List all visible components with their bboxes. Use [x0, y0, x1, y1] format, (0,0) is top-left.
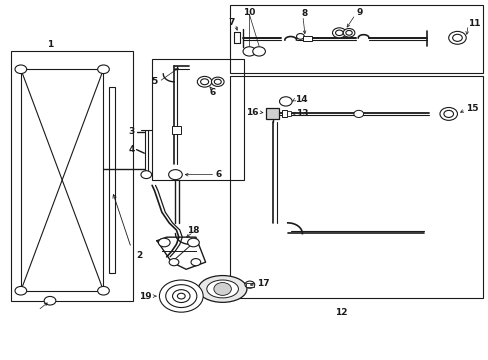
Bar: [302, 36, 311, 41]
Circle shape: [200, 79, 208, 85]
Circle shape: [452, 34, 461, 41]
Circle shape: [15, 65, 27, 73]
Circle shape: [244, 281, 254, 288]
Circle shape: [169, 258, 179, 266]
Text: 14: 14: [294, 95, 306, 104]
Circle shape: [15, 287, 27, 295]
Circle shape: [165, 285, 197, 307]
Circle shape: [214, 79, 221, 84]
Text: 10: 10: [243, 8, 255, 17]
Circle shape: [332, 28, 346, 38]
Circle shape: [159, 280, 203, 312]
Ellipse shape: [198, 275, 246, 302]
Text: 7: 7: [228, 18, 234, 27]
Circle shape: [448, 31, 465, 44]
Text: 2: 2: [136, 251, 142, 260]
Circle shape: [296, 33, 304, 39]
Circle shape: [243, 47, 255, 56]
Circle shape: [44, 296, 56, 305]
Circle shape: [353, 111, 363, 117]
Bar: [266, 108, 278, 118]
Bar: [286, 111, 290, 116]
Text: 9: 9: [356, 8, 362, 17]
Bar: [171, 126, 181, 134]
Circle shape: [335, 30, 343, 36]
Text: 12: 12: [335, 308, 347, 317]
Circle shape: [345, 31, 351, 35]
Text: 18: 18: [187, 225, 199, 234]
Text: 1: 1: [47, 40, 53, 49]
Circle shape: [172, 290, 190, 302]
Text: 11: 11: [467, 19, 480, 28]
Circle shape: [141, 171, 151, 179]
Circle shape: [213, 283, 231, 296]
Bar: [229, 76, 482, 298]
Bar: [109, 87, 115, 273]
Text: 6: 6: [215, 170, 221, 179]
Circle shape: [168, 170, 182, 180]
Circle shape: [252, 47, 265, 56]
Circle shape: [443, 111, 452, 117]
Text: 5: 5: [151, 77, 158, 86]
Bar: [152, 59, 244, 180]
Circle shape: [177, 293, 185, 299]
Bar: [245, 283, 253, 287]
Text: 4: 4: [128, 145, 135, 154]
Text: 17: 17: [256, 279, 269, 288]
Text: 6: 6: [209, 88, 216, 97]
Bar: [229, 5, 482, 73]
Text: 8: 8: [301, 9, 307, 18]
Text: 15: 15: [465, 104, 477, 113]
Circle shape: [98, 65, 109, 73]
Circle shape: [211, 77, 224, 86]
Circle shape: [343, 28, 354, 37]
Circle shape: [98, 287, 109, 295]
Bar: [282, 110, 286, 117]
Circle shape: [187, 238, 199, 247]
Circle shape: [279, 97, 291, 106]
Circle shape: [197, 76, 211, 87]
Ellipse shape: [206, 280, 238, 298]
Text: 16: 16: [245, 108, 258, 117]
Text: 13: 13: [295, 109, 307, 118]
Bar: [11, 51, 132, 301]
Text: 3: 3: [128, 127, 135, 136]
Text: 19: 19: [139, 292, 152, 301]
Circle shape: [158, 238, 170, 247]
Circle shape: [439, 108, 457, 120]
Circle shape: [191, 258, 201, 266]
